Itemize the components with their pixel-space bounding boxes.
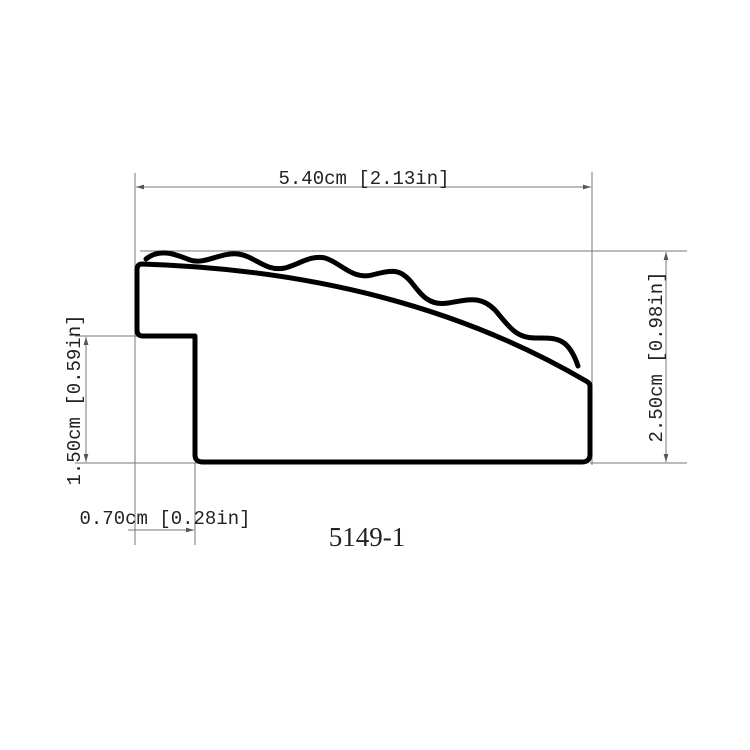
dimension-lines [83,184,669,533]
width-label: 5.40cm [2.13in] [278,168,449,190]
height-label: 2.50cm [0.98in] [646,271,668,442]
profile-outline [134,261,593,465]
rabbet-width-label: 0.70cm [0.28in] [79,508,250,530]
part-number: 5149-1 [329,522,406,552]
profile-ornament [143,250,581,369]
rabbet-height-label: 1.50cm [0.59in] [64,314,86,485]
